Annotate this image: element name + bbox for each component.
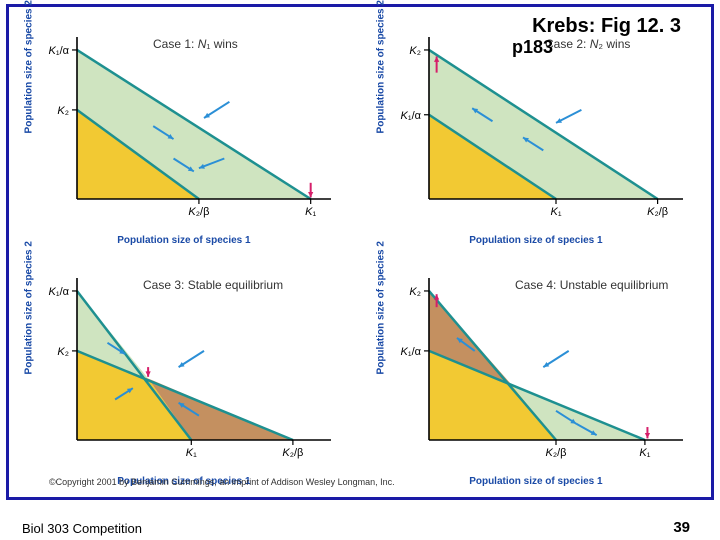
panel-case3: K₁ K₂/β K₁/α K₂ Population size of speci… <box>33 260 361 489</box>
ytick-label: K₂ <box>57 346 69 358</box>
xtick-label: K₁ <box>639 447 650 459</box>
ytick-label: K₂ <box>409 45 421 57</box>
panel-svg: K₂/β K₁ K₁/α K₂ <box>33 19 353 239</box>
ytick-label: K₁/α <box>49 45 70 57</box>
copyright-text: ©Copyright 2001 by Benjamin Cummings, an… <box>49 477 395 487</box>
panel-grid: K₂/β K₁ K₁/α K₂ Population size of speci… <box>33 19 713 489</box>
panel-case4: K₂/β K₁ K₂ K₁/α Population size of speci… <box>385 260 713 489</box>
case-title: Case 2: N₂ wins <box>545 37 630 51</box>
y-axis-label: Population size of species 2 <box>24 0 35 133</box>
y-axis-label: Population size of species 2 <box>376 241 387 374</box>
panel-case1: K₂/β K₁ K₁/α K₂ Population size of speci… <box>33 19 361 248</box>
arrow <box>543 351 568 367</box>
arrow <box>179 351 204 367</box>
case-title: Case 1: N₁ wins <box>153 37 238 51</box>
arrow <box>204 102 229 118</box>
xtick-label: K₂/β <box>546 447 567 459</box>
footer-left: Biol 303 Competition <box>22 521 142 536</box>
slide-number: 39 <box>673 519 690 536</box>
overlay-title-line2: p183 <box>512 37 553 58</box>
ytick-label: K₁/α <box>49 286 70 298</box>
slide-border: K₂/β K₁ K₁/α K₂ Population size of speci… <box>6 4 714 500</box>
ytick-label: K₂ <box>409 286 421 298</box>
xtick-label: K₁ <box>186 447 197 459</box>
arrow <box>645 427 650 438</box>
y-axis-label: Population size of species 2 <box>24 241 35 374</box>
panel-svg: K₁ K₂/β K₁/α K₂ <box>33 260 353 480</box>
x-axis-label: Population size of species 1 <box>469 476 602 487</box>
arrow <box>146 367 151 377</box>
case-title: Case 3: Stable equilibrium <box>143 278 283 292</box>
ytick-label: K₁/α <box>401 110 422 122</box>
x-axis-label: Population size of species 1 <box>117 235 250 246</box>
panel-svg: K₂/β K₁ K₂ K₁/α <box>385 260 705 480</box>
xtick-label: K₂/β <box>282 447 303 459</box>
ytick-label: K₁/α <box>401 346 422 358</box>
xtick-label: K₂/β <box>647 206 668 218</box>
overlay-title-line1: Krebs: Fig 12. 3 <box>532 15 681 38</box>
y-axis-label: Population size of species 2 <box>376 0 387 133</box>
xtick-label: K₁ <box>305 206 316 218</box>
ytick-label: K₂ <box>57 105 69 117</box>
arrow <box>556 110 581 123</box>
x-axis-label: Population size of species 1 <box>469 235 602 246</box>
arrow <box>308 183 313 198</box>
case-title: Case 4: Unstable equilibrium <box>515 278 668 292</box>
xtick-label: K₂/β <box>188 206 209 218</box>
xtick-label: K₁ <box>550 206 561 218</box>
